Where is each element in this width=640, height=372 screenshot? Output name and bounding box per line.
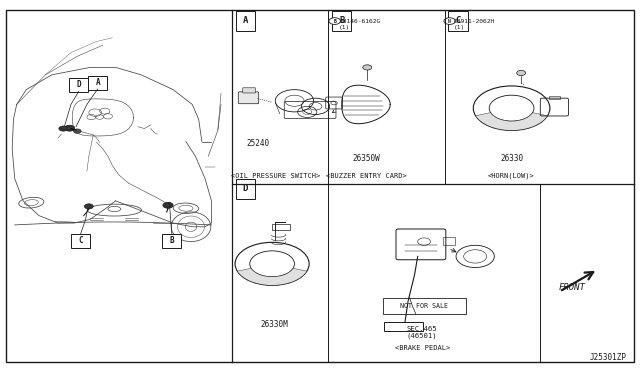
Bar (444, 237, 455, 245)
Text: (1): (1) (454, 25, 465, 30)
Text: FRONT: FRONT (559, 283, 586, 292)
Bar (383, 298, 466, 314)
Text: B: B (339, 16, 344, 25)
Wedge shape (476, 113, 548, 131)
Circle shape (65, 125, 75, 131)
Bar (88, 76, 108, 90)
Circle shape (163, 202, 173, 208)
Circle shape (84, 204, 93, 209)
Text: 25240: 25240 (246, 139, 269, 148)
Text: C: C (455, 16, 461, 25)
Text: SEC.465: SEC.465 (407, 326, 438, 332)
Text: B: B (333, 19, 336, 23)
Circle shape (74, 129, 81, 134)
Circle shape (444, 18, 456, 25)
Text: <HORN(LOW)>: <HORN(LOW)> (488, 172, 535, 179)
Circle shape (516, 70, 525, 76)
Bar (384, 323, 424, 331)
Text: D: D (243, 184, 248, 193)
Text: 26350W: 26350W (352, 154, 380, 163)
Text: <BRAKE PEDAL>: <BRAKE PEDAL> (394, 345, 450, 351)
Bar (163, 234, 181, 248)
Circle shape (329, 18, 340, 25)
Text: D: D (76, 80, 81, 89)
Bar (332, 11, 351, 31)
Text: C: C (78, 236, 83, 246)
Text: 26330: 26330 (500, 154, 523, 163)
Wedge shape (237, 268, 307, 285)
Text: <OIL PRESSURE SWITCH>: <OIL PRESSURE SWITCH> (230, 173, 320, 179)
Text: (46501): (46501) (407, 333, 438, 339)
Bar (236, 179, 255, 199)
Text: 26330M: 26330M (260, 321, 288, 330)
Text: 08146-6162G: 08146-6162G (339, 19, 380, 23)
Circle shape (59, 126, 68, 131)
Bar (71, 234, 90, 248)
Text: J25301ZP: J25301ZP (589, 353, 627, 362)
Text: N: N (448, 19, 451, 23)
Text: A: A (95, 78, 100, 87)
Bar (548, 96, 560, 99)
Bar (449, 11, 467, 31)
FancyBboxPatch shape (238, 92, 259, 104)
Bar (236, 11, 255, 31)
Bar (272, 224, 290, 231)
Text: <BUZZER ENTRY CARD>: <BUZZER ENTRY CARD> (326, 173, 406, 179)
Text: B: B (170, 236, 174, 246)
Circle shape (363, 65, 372, 70)
Bar (69, 78, 88, 92)
FancyBboxPatch shape (243, 88, 255, 93)
Text: NOT FOR SALE: NOT FOR SALE (400, 303, 448, 309)
Text: A: A (243, 16, 248, 25)
Text: 08911-2062H: 08911-2062H (454, 19, 495, 23)
Text: (1): (1) (339, 25, 351, 30)
